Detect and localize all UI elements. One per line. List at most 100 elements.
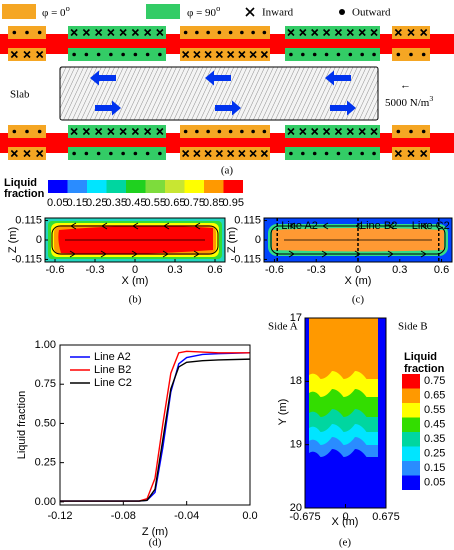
dot-icon (145, 52, 150, 57)
dot-icon (84, 52, 89, 57)
cross-icon (95, 127, 103, 136)
label: 0.45 (125, 197, 146, 209)
label: 0.95 (223, 197, 244, 209)
dot-icon (409, 129, 413, 134)
label-main: φ = 0 (42, 7, 66, 19)
label: 17 (290, 312, 302, 324)
colorbar-cell (402, 446, 420, 461)
dot-icon (324, 151, 329, 156)
colorbar-cell (165, 180, 185, 193)
colorbar-cell (67, 180, 87, 193)
label: 0 (132, 264, 138, 276)
coil-block (285, 125, 380, 138)
coil-block (285, 26, 380, 39)
dot-icon (158, 151, 162, 156)
dot-icon (133, 52, 138, 57)
label: 0.115 (234, 214, 261, 226)
cross-icon (144, 127, 152, 136)
coil-block (180, 26, 270, 39)
cross-icon (260, 50, 268, 59)
flow-chevron (194, 222, 201, 230)
dot-icon (25, 129, 29, 134)
label: Line A2 (94, 351, 131, 363)
cross-icon (322, 28, 331, 37)
cross-icon (215, 149, 223, 158)
dot-icon (158, 52, 162, 57)
flow-arrow (205, 70, 231, 86)
label: Liquid (4, 177, 37, 189)
label: -0.115 (12, 253, 42, 265)
cross-icon (82, 28, 90, 37)
dot-icon (195, 30, 199, 35)
flow-chevron (355, 222, 362, 230)
dot-icon (12, 129, 17, 134)
flow-chevron (100, 250, 107, 258)
series-line (60, 358, 251, 502)
coil-block (68, 48, 166, 61)
dot-icon (409, 52, 413, 57)
colorbar-cell (126, 180, 146, 193)
dot-icon (96, 151, 101, 156)
dot-icon (183, 129, 188, 134)
cross-icon (245, 7, 255, 17)
label: 5000 N/m3 (385, 94, 433, 109)
cross-icon (287, 28, 295, 37)
cross-icon (204, 50, 212, 59)
cross-icon (36, 50, 44, 59)
label: -0.6 (46, 264, 65, 276)
label: -0.675 (289, 511, 320, 523)
label: Z (m) (7, 227, 19, 253)
label: -0.115 (231, 253, 261, 265)
label: 0.25 (35, 457, 56, 469)
label: 0.35 (424, 433, 445, 445)
label: 0.00 (35, 496, 56, 508)
label: 0 (342, 511, 348, 523)
series-line (60, 350, 250, 502)
cross-icon (10, 149, 18, 158)
cross-icon (156, 127, 164, 136)
label: Z (m) (226, 227, 238, 253)
flow-loop (51, 225, 219, 255)
flow-chevron (131, 250, 138, 258)
colorbar-cell (402, 475, 420, 490)
colorbar-cell (402, 461, 420, 476)
flow-arrow (215, 100, 241, 116)
label: 0.45 (424, 418, 445, 430)
dot-icon (336, 151, 341, 156)
contour-band (309, 318, 378, 336)
label: Line B2 (94, 364, 131, 376)
cross-icon (82, 127, 90, 136)
legend-swatch (2, 4, 36, 19)
label: 0.3 (167, 264, 182, 276)
flow-arrow (95, 100, 121, 116)
colorbar-cell (106, 180, 126, 193)
label: fraction (404, 363, 445, 375)
cross-icon (249, 149, 257, 158)
colorbar-cell (87, 180, 107, 193)
label: Side B (398, 321, 428, 333)
cross-icon (299, 28, 307, 37)
cross-icon (182, 149, 190, 158)
cross-icon (249, 50, 257, 59)
label: 0.05 (424, 476, 445, 488)
dot-icon (312, 151, 317, 156)
label: 0.85 (203, 197, 224, 209)
label-sup: o (66, 3, 70, 13)
coil-block (285, 147, 380, 160)
dot-icon (262, 129, 267, 134)
dot-icon (289, 151, 293, 156)
flow-chevron (288, 250, 295, 258)
flow-chevron (354, 250, 361, 258)
label: φ = 0o (42, 3, 70, 19)
coil-block (180, 147, 270, 160)
dot-icon (96, 52, 101, 57)
cross-icon (299, 127, 307, 136)
dot-icon (251, 30, 255, 35)
cross-icon (370, 127, 378, 136)
label-sup: 3 (429, 94, 433, 103)
label: 0.6 (207, 264, 222, 276)
cross-icon (119, 28, 127, 37)
colorbar-cell (402, 432, 420, 447)
label: (d) (149, 537, 162, 549)
